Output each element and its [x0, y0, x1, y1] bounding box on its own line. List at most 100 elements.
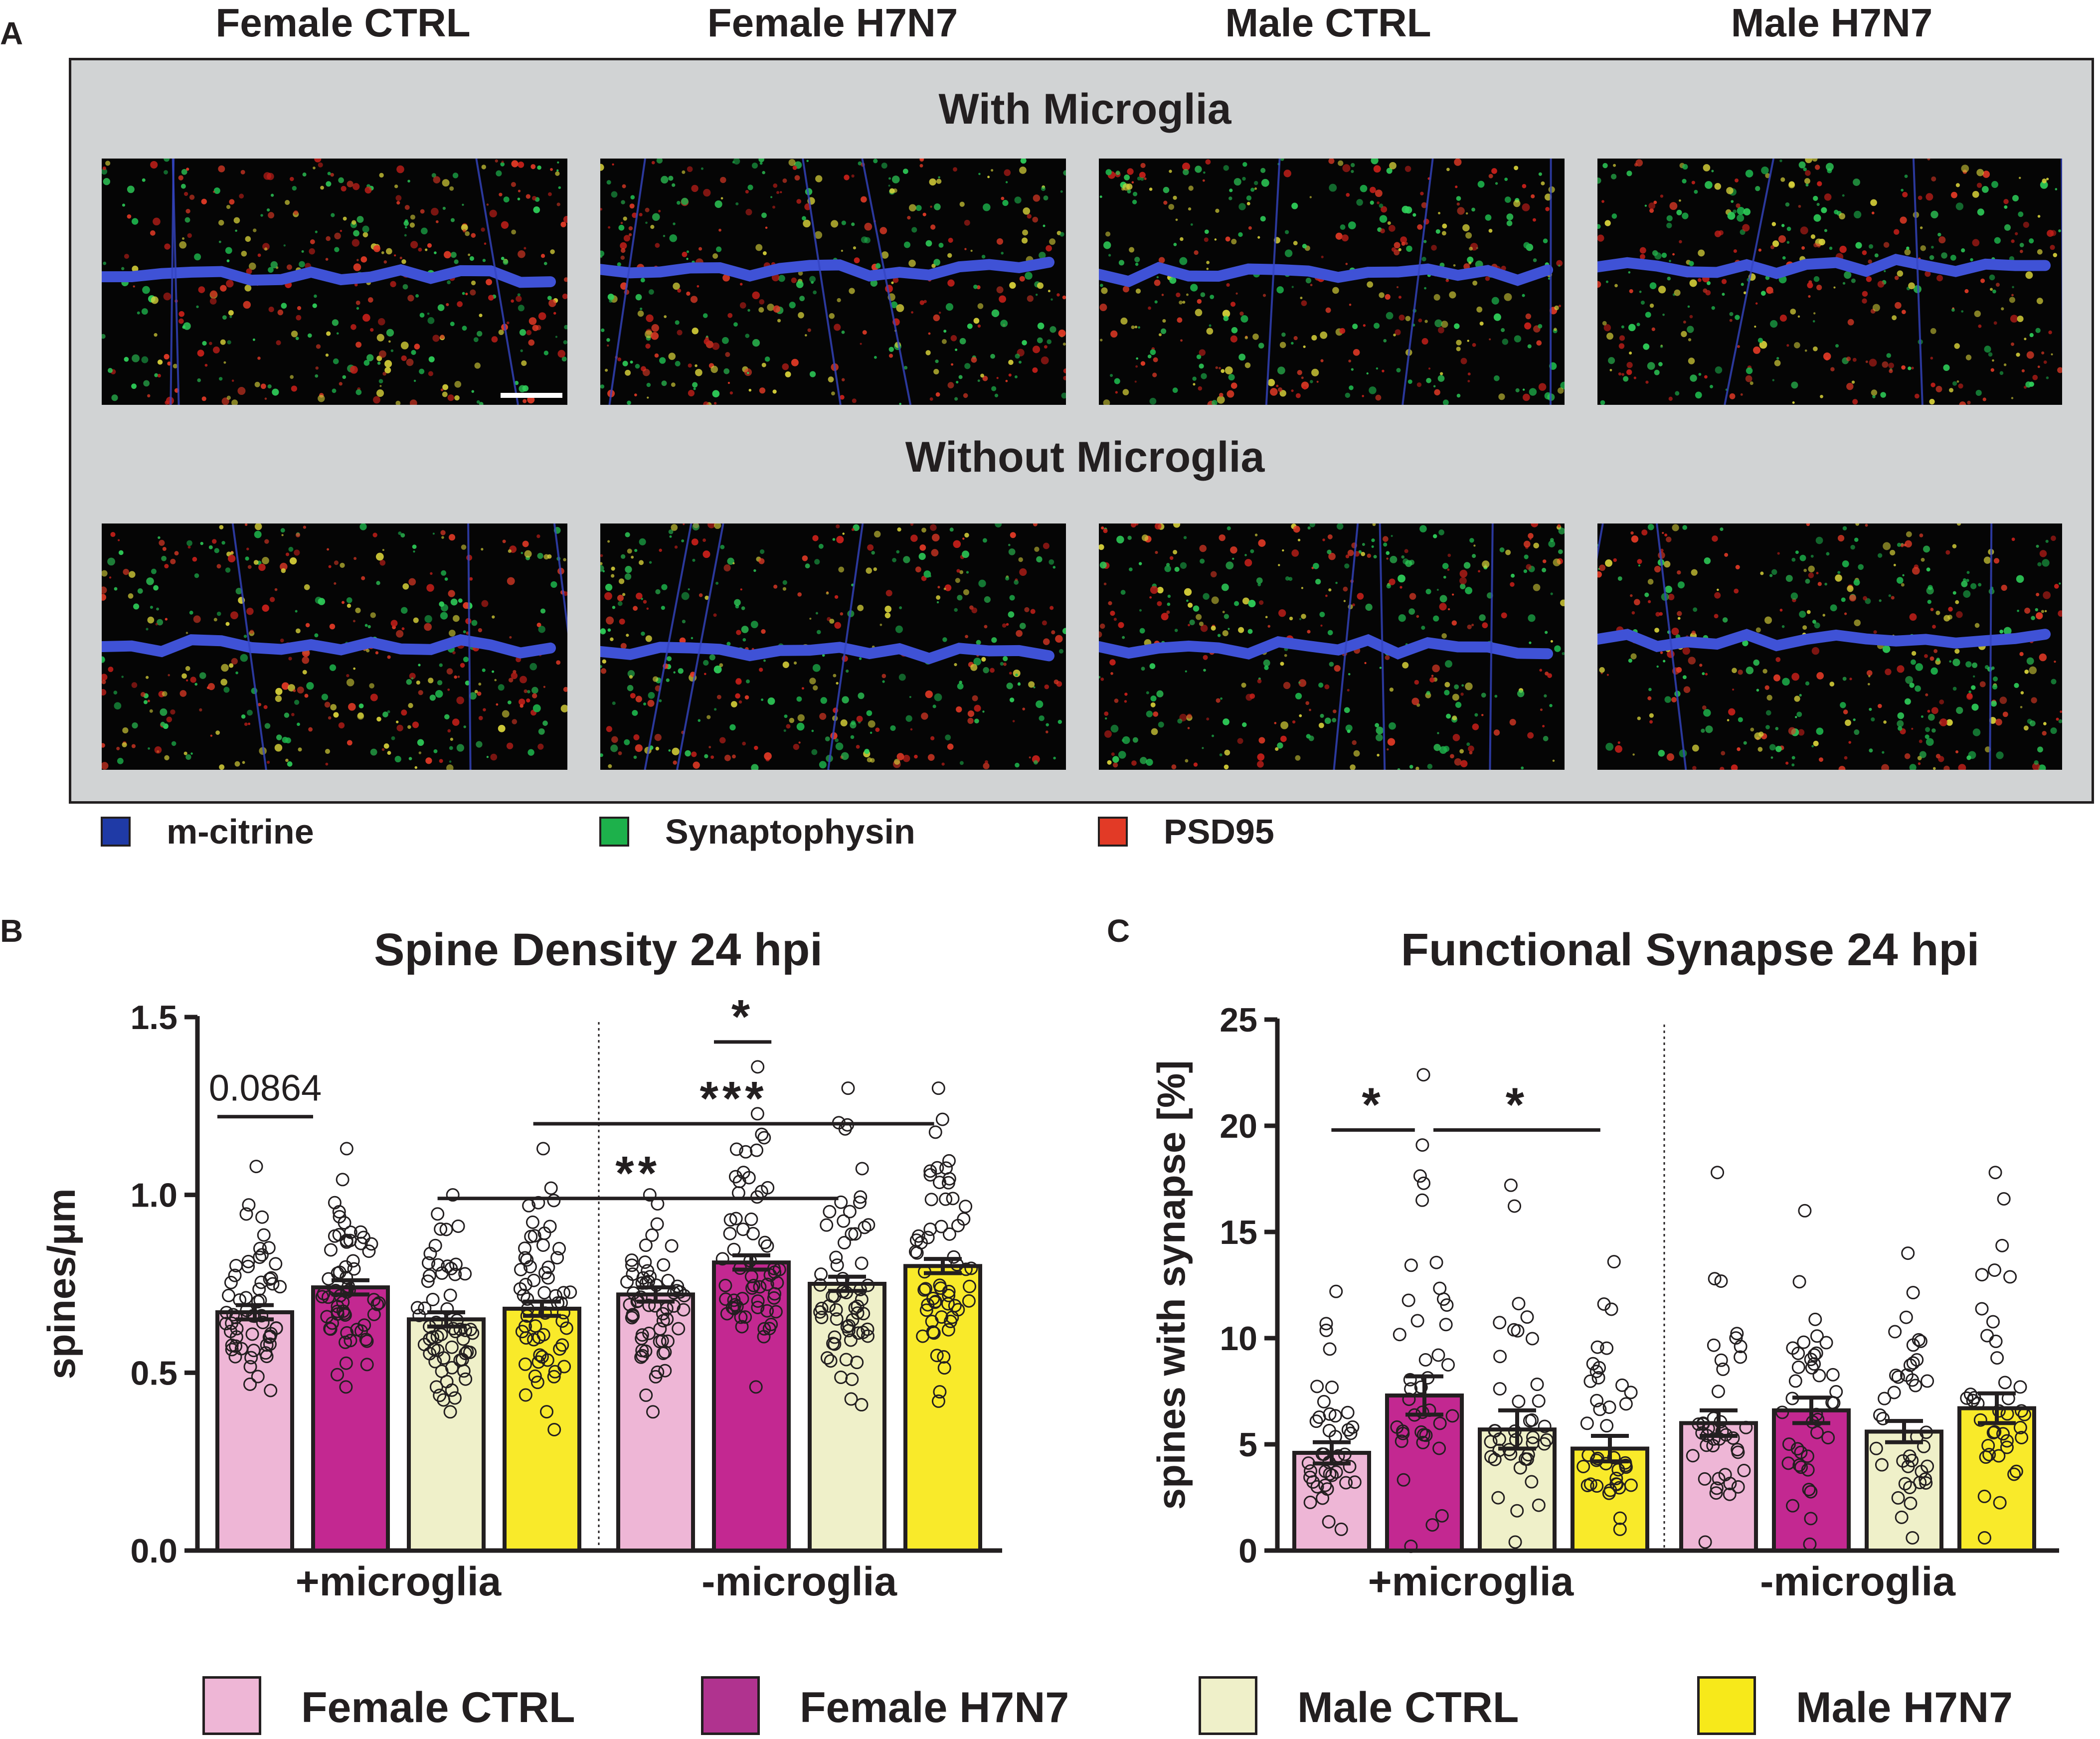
puncta — [1224, 764, 1229, 770]
puncta — [1001, 196, 1005, 200]
puncta — [1329, 183, 1337, 192]
puncta — [1387, 221, 1391, 225]
puncta — [220, 679, 227, 686]
puncta — [1113, 762, 1118, 768]
puncta — [1726, 187, 1734, 194]
data-point — [429, 1380, 443, 1394]
puncta — [1459, 749, 1464, 754]
puncta — [1927, 159, 1930, 161]
puncta — [1199, 349, 1206, 356]
data-point — [739, 1145, 753, 1159]
data-point — [923, 1168, 937, 1182]
dendrite — [102, 264, 556, 288]
puncta — [1738, 670, 1743, 675]
data-point — [941, 1323, 955, 1337]
puncta — [427, 243, 432, 248]
puncta — [1720, 766, 1725, 770]
puncta — [788, 159, 796, 167]
puncta — [353, 557, 357, 560]
data-point — [252, 1282, 266, 1296]
puncta — [742, 638, 746, 642]
puncta — [396, 165, 404, 174]
puncta — [681, 592, 690, 600]
puncta — [315, 230, 318, 233]
puncta — [1110, 373, 1113, 377]
puncta — [446, 764, 454, 770]
puncta — [1299, 714, 1302, 717]
puncta — [517, 293, 521, 297]
puncta — [634, 393, 637, 397]
puncta — [750, 621, 758, 629]
puncta — [1750, 727, 1754, 732]
puncta — [1205, 159, 1211, 165]
puncta — [1389, 722, 1396, 730]
puncta — [693, 761, 700, 769]
puncta — [982, 710, 985, 713]
puncta — [963, 393, 968, 398]
puncta — [985, 760, 989, 764]
puncta — [782, 363, 789, 370]
puncta — [751, 764, 759, 770]
puncta — [703, 339, 710, 345]
data-point — [1980, 1329, 1994, 1343]
puncta — [1626, 369, 1632, 375]
puncta — [329, 664, 337, 671]
puncta — [304, 694, 309, 698]
puncta — [482, 259, 486, 262]
puncta — [2057, 367, 2062, 373]
puncta — [956, 380, 959, 384]
puncta — [773, 305, 781, 313]
puncta — [331, 213, 335, 217]
puncta — [675, 320, 680, 325]
puncta — [1047, 339, 1052, 345]
puncta — [2056, 717, 2059, 721]
puncta — [661, 584, 668, 590]
puncta — [1659, 612, 1663, 616]
puncta — [1628, 271, 1631, 274]
puncta — [1023, 207, 1031, 215]
spine-density-chart: Spine Density 24 hpispines/µm0.00.51.01.… — [39, 924, 1002, 1604]
puncta — [1295, 755, 1301, 761]
data-point — [370, 1297, 384, 1311]
data-point — [658, 1345, 672, 1359]
puncta — [1258, 737, 1265, 744]
puncta — [1770, 320, 1778, 328]
puncta — [399, 256, 402, 259]
data-point — [942, 1288, 956, 1302]
puncta — [1473, 544, 1476, 547]
chart-title: Functional Synapse 24 hpi — [1401, 924, 1979, 975]
puncta — [1472, 554, 1476, 558]
data-point — [219, 1306, 233, 1320]
puncta — [947, 279, 955, 287]
puncta — [442, 206, 446, 210]
puncta — [1954, 343, 1960, 349]
puncta — [257, 253, 261, 257]
puncta — [1469, 538, 1474, 543]
puncta — [166, 716, 173, 722]
puncta — [1452, 715, 1457, 720]
puncta — [447, 394, 454, 401]
puncta — [1163, 186, 1170, 193]
puncta — [245, 236, 251, 242]
puncta — [1231, 327, 1238, 334]
puncta — [1110, 610, 1115, 616]
puncta — [1538, 324, 1543, 329]
puncta — [1558, 264, 1561, 267]
puncta — [207, 683, 215, 691]
puncta — [797, 592, 802, 597]
puncta — [190, 752, 193, 755]
puncta — [1463, 562, 1471, 569]
puncta — [933, 259, 940, 266]
puncta — [727, 557, 734, 565]
puncta — [1283, 682, 1291, 690]
puncta — [910, 728, 913, 731]
puncta — [1863, 596, 1868, 601]
data-point — [946, 1192, 960, 1206]
puncta — [440, 530, 446, 535]
puncta — [1691, 630, 1696, 635]
data-point — [1960, 1391, 1974, 1405]
puncta — [1183, 536, 1187, 539]
puncta — [1293, 241, 1298, 246]
puncta — [1043, 195, 1049, 201]
puncta — [1345, 724, 1353, 732]
